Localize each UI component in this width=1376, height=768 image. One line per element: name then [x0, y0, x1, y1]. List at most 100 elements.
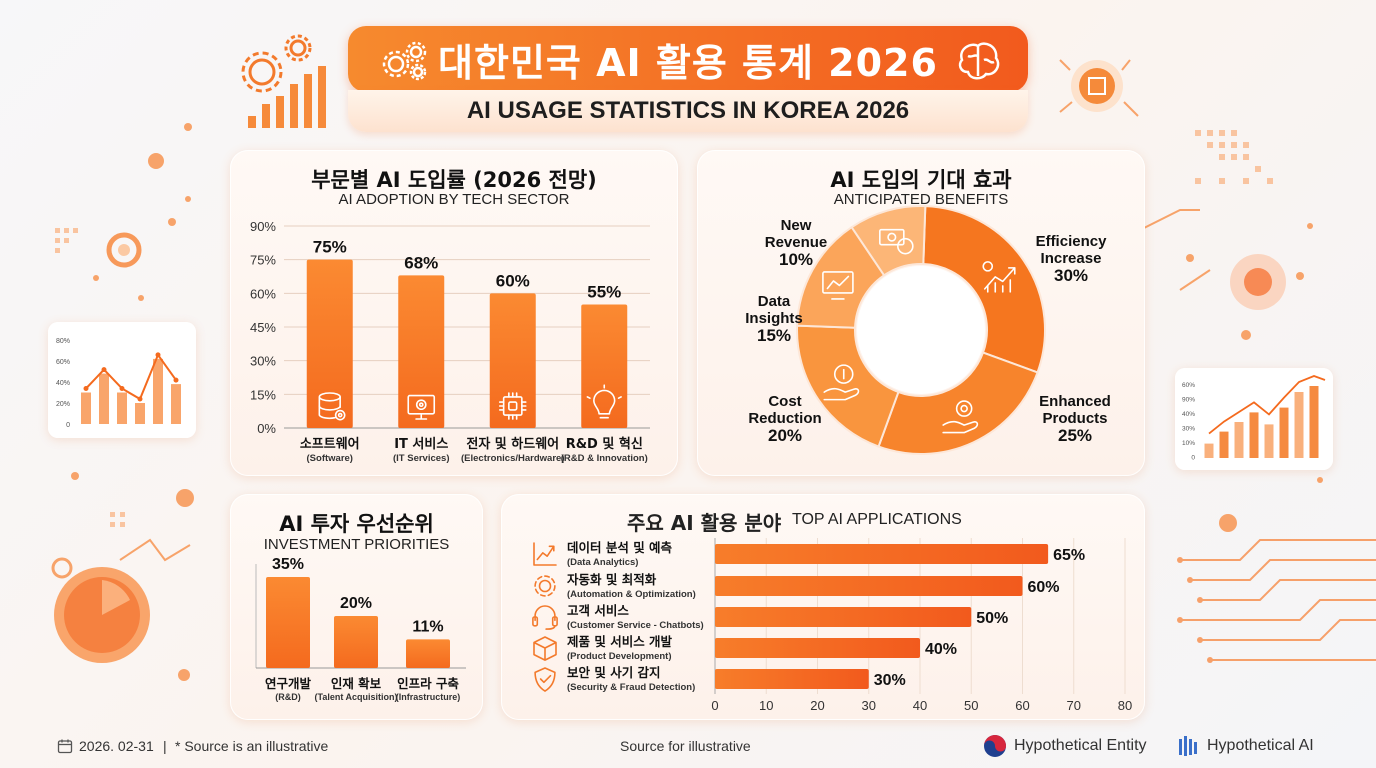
- x-tick-sublabel: (IT Services): [393, 453, 450, 464]
- mini-line: [85, 352, 177, 401]
- box-icon: [533, 636, 557, 661]
- category-label: 고객 서비스: [567, 603, 629, 618]
- footer-date: 2026. 02-31: [79, 738, 154, 754]
- footer-entity2: Hypothetical AI: [1207, 737, 1314, 754]
- applications-chart-svg: 0 10 20 30 40 50 60 70 80 65% 데이터 분석 및 예측 (Data Ana…: [532, 538, 1132, 713]
- category-sublabel: (Customer Service - Chatbots): [567, 620, 704, 631]
- mini-tick-label: 80%: [56, 338, 70, 345]
- enhanced-label: Enhanced: [1039, 393, 1111, 410]
- benefits-chart-subtitle: ANTICIPATED BENEFITS: [833, 191, 1009, 208]
- headset-icon-path: [534, 605, 556, 622]
- adoption-chart-svg: 90% 75% 60% 45% 30% 15% 0% 75% 소프트웨어(Software) 68…: [250, 219, 650, 464]
- headset-icon: [532, 605, 558, 630]
- money-icon-circle: [897, 237, 914, 255]
- mini-bar: [99, 373, 109, 424]
- chip-icon-rect: [508, 401, 518, 411]
- x-tick-sublabel: (Software): [307, 453, 353, 464]
- mini-bar: [1204, 443, 1214, 458]
- bar-value-label: 55%: [587, 283, 621, 302]
- footer-separator: |: [163, 738, 167, 754]
- hand-coin-icon-circle: [833, 364, 854, 384]
- footer-note: * Source is an illustrative: [175, 738, 329, 754]
- bar-value-label: 11%: [412, 618, 443, 635]
- mini-bar: [1249, 412, 1259, 458]
- mini-bar: [135, 403, 145, 424]
- mini-bar: [81, 392, 91, 424]
- x-tick-label: 전자 및 하드웨어: [466, 436, 559, 452]
- efficiency-label: Efficiency: [1036, 233, 1108, 250]
- lightbulb-icon-path: [586, 384, 622, 399]
- y-tick-label: 15%: [250, 387, 276, 402]
- mini-bar: [1279, 407, 1289, 458]
- category-sublabel: (Data Analytics): [567, 557, 638, 568]
- mini-tick-label: 60%: [1182, 382, 1195, 389]
- monitor-gear-icon-circle: [415, 399, 427, 411]
- mini-tick-label: 40%: [56, 380, 70, 387]
- lightbulb-icon: [586, 384, 622, 419]
- mini-tick-label: 60%: [56, 359, 70, 366]
- bar: [489, 293, 536, 428]
- chart-gear-icon-path: [986, 279, 1012, 293]
- y-tick-label: 45%: [250, 320, 276, 335]
- database-gear-icon: [318, 392, 346, 421]
- x-tick-label: R&D 및 혁신: [566, 436, 643, 452]
- mini-point: [155, 352, 161, 358]
- applications-chart-card: 주요 AI 활용 분야 TOP AI APPLICATIONS 0 10 20 30 4…: [501, 494, 1145, 720]
- investment-chart-card: AI 투자 우선순위 INVESTMENT PRIORITIES 35% 연구개발…: [230, 494, 483, 720]
- bar-value-label: 60%: [1028, 579, 1060, 596]
- analytics-icon-path: [536, 545, 555, 561]
- mini-bar: [117, 392, 127, 424]
- gears-icon: [382, 41, 427, 81]
- mini-bar: [1234, 422, 1244, 458]
- efficiency-label: 30%: [1054, 266, 1088, 285]
- efficiency-label: Increase: [1041, 250, 1102, 267]
- benefits-chart-card: AI 도입의 기대 효과 ANTICIPATED BENEFITS New Rev…: [697, 150, 1145, 476]
- bar: [398, 275, 445, 428]
- mini-chart-left-svg: 80% 60% 40% 20% 0: [56, 338, 181, 429]
- hand-gear-icon-circle: [955, 400, 973, 417]
- taegeuk-logo-icon: [984, 735, 1006, 757]
- y-tick-label: 30%: [250, 354, 276, 369]
- category-label: 보안 및 사기 감지: [567, 665, 661, 680]
- mini-bar: [171, 384, 181, 424]
- mini-point: [119, 386, 125, 391]
- hbar: [715, 607, 972, 627]
- bar: [306, 259, 353, 428]
- page-title: 대한민국 AI 활용 통계 2026: [438, 40, 938, 85]
- footer-entity1: Hypothetical Entity: [1014, 737, 1147, 754]
- applications-chart-subtitle: TOP AI APPLICATIONS: [792, 511, 962, 528]
- money-icon-circle: [887, 232, 897, 242]
- analytics-screen-icon-rect: [822, 271, 854, 294]
- bar: [581, 304, 628, 428]
- hand-gear-icon-circle: [960, 404, 968, 413]
- category-label: 제품 및 서비스 개발: [567, 634, 673, 649]
- x-tick-label: 70: [1067, 698, 1081, 713]
- mini-point: [101, 367, 107, 373]
- insights-label: Data: [758, 293, 791, 310]
- mini-chart-right: 60% 90% 40% 30% 10% 0: [1175, 368, 1333, 470]
- y-tick-label: 60%: [250, 286, 276, 301]
- adoption-chart-card: 부문별 AI 도입률 (2026 전망) AI ADOPTION BY TECH…: [230, 150, 678, 476]
- box-icon-path: [533, 636, 557, 661]
- mini-tick-label: 90%: [1182, 397, 1195, 404]
- database-gear-icon-circle: [334, 409, 346, 421]
- x-tick-label: 40: [913, 698, 927, 713]
- category-label: 데이터 분석 및 예측: [567, 540, 673, 555]
- x-tick-sublabel: (Electronics/Hardware): [461, 453, 564, 464]
- mini-tick-label: 40%: [1182, 411, 1195, 418]
- monitor-gear-icon-circle: [418, 402, 424, 408]
- headset-icon-rect: [532, 616, 539, 627]
- bar-value-label: 65%: [1053, 547, 1085, 564]
- x-tick-sublabel: (Talent Acquisition): [315, 692, 398, 702]
- analytics-icon: [533, 542, 557, 566]
- donut-slice: [850, 205, 927, 277]
- mini-point: [137, 396, 143, 402]
- x-tick-sublabel: (R&D): [275, 692, 301, 702]
- bar: [334, 616, 378, 668]
- bar: [406, 639, 450, 668]
- benefits-chart-title: AI 도입의 기대 효과: [830, 168, 1012, 192]
- bar-value-label: 30%: [874, 672, 906, 689]
- mini-tick-label: 30%: [1182, 426, 1195, 433]
- investment-chart-subtitle: INVESTMENT PRIORITIES: [263, 536, 450, 553]
